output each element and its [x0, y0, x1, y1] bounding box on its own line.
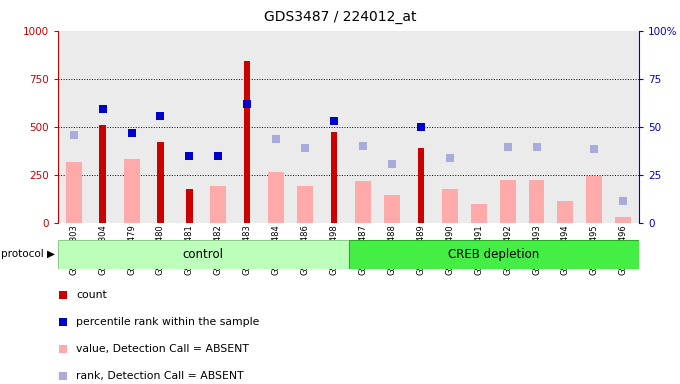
Bar: [558, 200, 573, 223]
Bar: [522, 31, 551, 223]
Bar: [88, 31, 117, 223]
Bar: [204, 31, 233, 223]
Bar: [435, 31, 464, 223]
Bar: [331, 132, 337, 223]
Bar: [442, 189, 458, 223]
Bar: [290, 31, 320, 223]
Bar: [186, 189, 192, 223]
Bar: [157, 142, 164, 223]
Bar: [384, 195, 400, 223]
Text: count: count: [76, 290, 107, 300]
Bar: [59, 31, 88, 223]
Bar: [233, 31, 262, 223]
Bar: [348, 31, 377, 223]
Bar: [355, 182, 371, 223]
Bar: [320, 31, 348, 223]
Bar: [268, 172, 284, 223]
Bar: [407, 31, 435, 223]
Bar: [66, 162, 82, 223]
Bar: [99, 125, 106, 223]
Bar: [175, 31, 204, 223]
Bar: [244, 61, 250, 223]
Bar: [58, 240, 348, 269]
Text: control: control: [183, 248, 224, 261]
Text: rank, Detection Call = ABSENT: rank, Detection Call = ABSENT: [76, 371, 243, 381]
Bar: [464, 31, 493, 223]
Text: GDS3487 / 224012_at: GDS3487 / 224012_at: [264, 10, 416, 23]
Text: protocol ▶: protocol ▶: [1, 249, 55, 260]
Bar: [210, 186, 226, 223]
Bar: [124, 159, 139, 223]
Bar: [580, 31, 609, 223]
Bar: [615, 217, 631, 223]
Bar: [348, 240, 639, 269]
Text: value, Detection Call = ABSENT: value, Detection Call = ABSENT: [76, 344, 249, 354]
Bar: [377, 31, 407, 223]
Bar: [146, 31, 175, 223]
Bar: [586, 176, 602, 223]
Bar: [297, 186, 313, 223]
Bar: [117, 31, 146, 223]
Text: CREB depletion: CREB depletion: [448, 248, 539, 261]
Bar: [551, 31, 580, 223]
Bar: [418, 148, 424, 223]
Bar: [493, 31, 522, 223]
Text: percentile rank within the sample: percentile rank within the sample: [76, 317, 260, 327]
Bar: [471, 204, 487, 223]
Bar: [528, 180, 545, 223]
Bar: [609, 31, 638, 223]
Bar: [262, 31, 290, 223]
Bar: [500, 180, 515, 223]
